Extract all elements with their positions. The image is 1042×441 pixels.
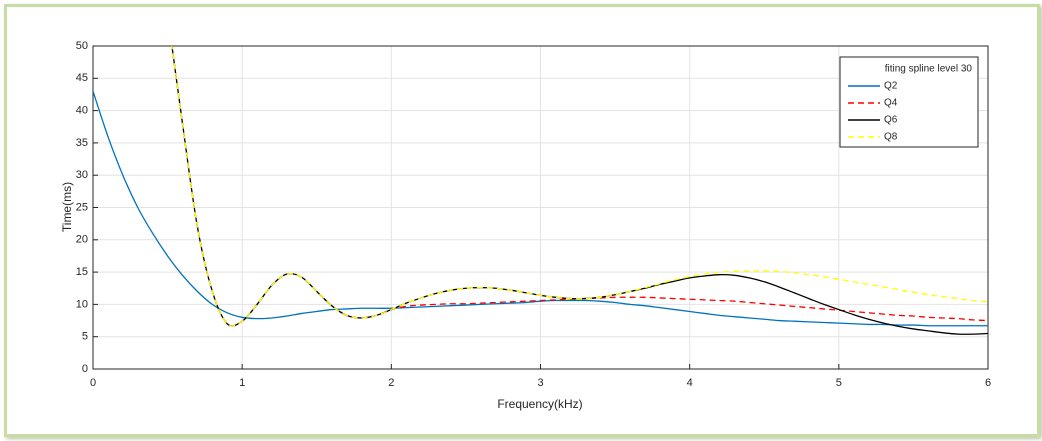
legend-label: Q2 (884, 81, 898, 92)
series-group (171, 46, 988, 327)
x-tick-label: 4 (687, 377, 693, 389)
y-tick-label: 35 (76, 137, 88, 149)
y-tick-label: 25 (76, 201, 88, 213)
y-tick-label: 15 (76, 266, 88, 278)
x-tick-label: 5 (836, 377, 842, 389)
legend-label: Q6 (884, 115, 898, 126)
y-tick-label: 10 (76, 298, 88, 310)
y-tick-label: 40 (76, 105, 88, 117)
x-tick-label: 6 (985, 377, 991, 389)
y-tick-label: 30 (76, 169, 88, 181)
x-tick-label: 1 (239, 377, 245, 389)
y-axis-label: Time(ms) (60, 182, 74, 232)
y-tick-label: 45 (76, 72, 88, 84)
series-line (171, 46, 988, 327)
y-tick-label: 5 (82, 331, 88, 343)
x-axis-label: Frequency(kHz) (497, 397, 582, 411)
y-tick-label: 50 (76, 40, 88, 52)
y-tick-label: 0 (82, 363, 88, 375)
y-tick-label: 20 (76, 234, 88, 246)
legend-title: fiting spline level 30 (885, 64, 973, 75)
x-tick-label: 0 (90, 377, 96, 389)
x-tick-label: 2 (388, 377, 394, 389)
x-tick-label: 3 (537, 377, 543, 389)
legend-box (839, 56, 979, 148)
axes-box (92, 45, 989, 370)
legend-label: Q8 (884, 132, 898, 143)
legend-label: Q4 (884, 98, 898, 109)
